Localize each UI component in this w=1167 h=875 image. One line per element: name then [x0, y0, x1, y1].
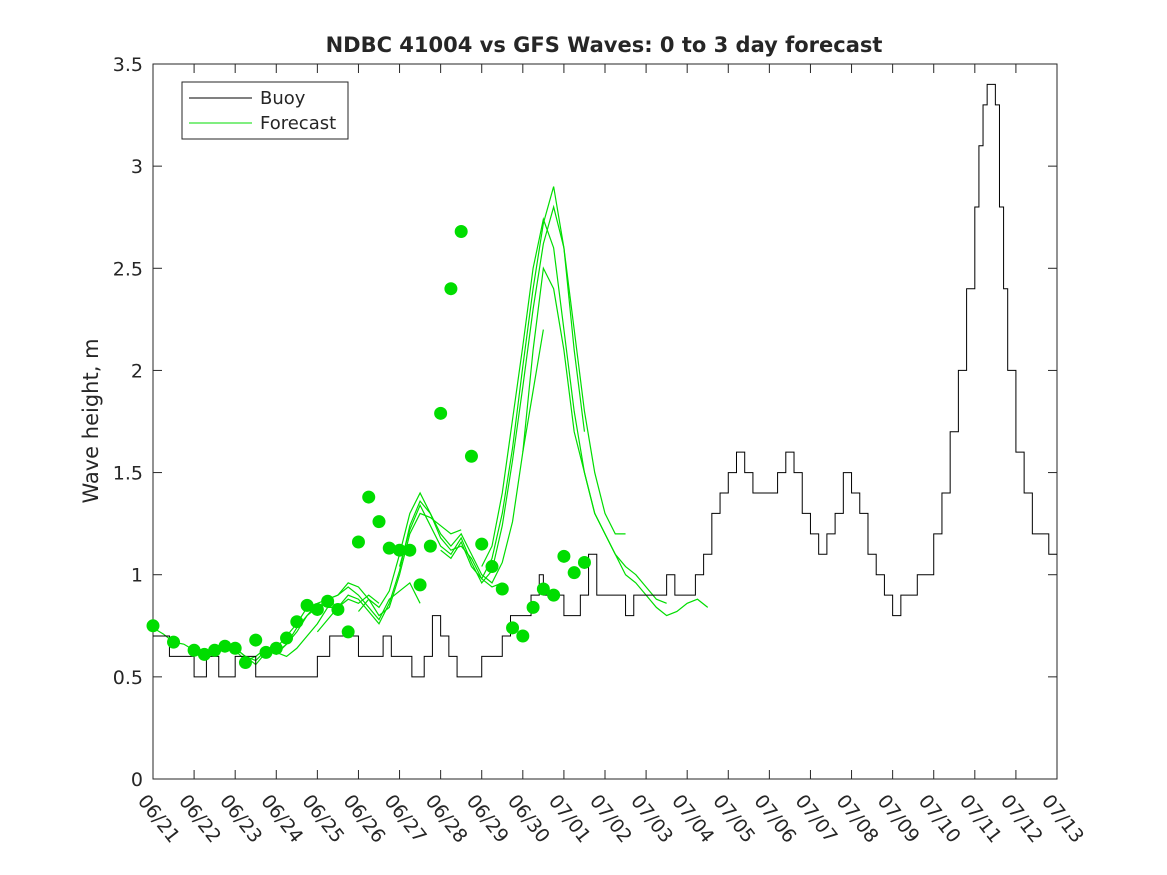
y-axis: 0 0.5 1 1.5 2 2.5 3 3.5	[113, 54, 1057, 791]
forecast-marker	[526, 600, 540, 614]
plot-area: 00.511.522.533.5 06/2106/2206/2306/2406/…	[113, 54, 1088, 847]
forecast-marker	[197, 647, 211, 661]
forecast-marker	[444, 282, 458, 296]
forecast-marker	[146, 619, 160, 633]
forecast-run-line	[357, 329, 544, 612]
forecast-marker	[475, 537, 489, 551]
forecast-marker	[393, 543, 407, 557]
forecast-marker	[485, 560, 499, 574]
forecast-marker	[208, 643, 222, 657]
forecast-marker	[238, 656, 252, 670]
legend-forecast-label: Forecast	[260, 113, 336, 134]
forecast-marker	[362, 490, 376, 504]
y-tick-label: 3	[131, 156, 143, 178]
forecast-marker	[495, 582, 509, 596]
forecast-marker	[423, 539, 437, 553]
forecast-marker	[341, 625, 355, 639]
forecast-marker	[321, 594, 335, 608]
forecast-marker	[372, 515, 386, 529]
forecast-marker	[300, 598, 314, 612]
forecast-marker	[516, 629, 530, 643]
forecast-marker	[536, 582, 550, 596]
forecast-run-line	[522, 266, 709, 617]
forecast-marker	[331, 602, 345, 616]
forecast-marker	[577, 555, 591, 569]
forecast-marker	[310, 602, 324, 616]
forecast-marker	[382, 541, 396, 555]
y-tick-label: 0.5	[113, 667, 143, 689]
axes-box	[152, 63, 1058, 780]
forecast-marker	[403, 543, 417, 557]
y-tick-label: 3.5	[113, 54, 143, 76]
y-tick-label: 1	[131, 565, 143, 587]
forecast-marker	[290, 615, 304, 629]
buoy-line	[153, 83, 1057, 678]
forecast-run-line	[481, 217, 667, 604]
forecast-marker	[567, 566, 581, 580]
forecast-marker	[454, 225, 468, 239]
forecast-run-line	[440, 186, 626, 580]
forecast-marker	[280, 631, 294, 645]
forecast-marker	[547, 588, 561, 602]
forecast-marker	[228, 641, 242, 655]
forecast-marker	[187, 643, 201, 657]
forecast-marker	[506, 621, 520, 635]
legend: Buoy Forecast	[181, 81, 349, 140]
legend-box	[181, 81, 349, 140]
forecast-marker	[249, 633, 263, 647]
chart-title: NDBC 41004 vs GFS Waves: 0 to 3 day fore…	[326, 33, 883, 57]
forecast-marker	[557, 549, 571, 563]
y-axis-label: Wave height, m	[79, 338, 103, 503]
y-tick-label: 2.5	[113, 258, 143, 280]
forecast-marker	[218, 639, 232, 653]
forecast-marker	[464, 449, 478, 463]
forecast-marker	[434, 406, 448, 420]
series-layer	[146, 83, 1057, 678]
forecast-marker	[413, 578, 427, 592]
forecast-marker	[269, 641, 283, 655]
forecast-marker	[259, 645, 273, 659]
forecast-marker	[351, 535, 365, 549]
y-tick-label: 1.5	[113, 463, 143, 485]
forecast-marker	[167, 635, 181, 649]
forecast-run-line	[316, 500, 503, 633]
y-tick-label: 0	[131, 769, 143, 791]
legend-buoy-label: Buoy	[260, 88, 306, 109]
y-tick-label: 2	[131, 360, 143, 382]
